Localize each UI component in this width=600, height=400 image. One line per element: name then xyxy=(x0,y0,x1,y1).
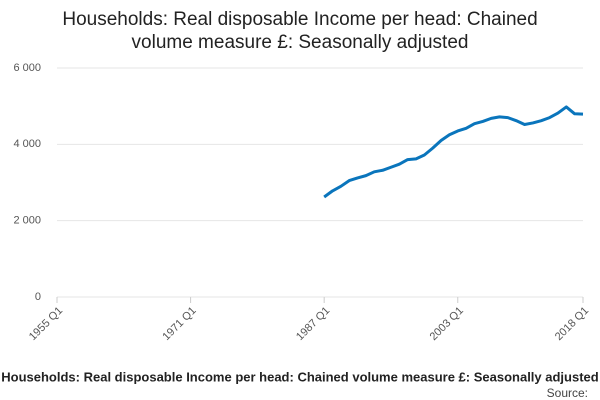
chart-caption: Households: Real disposable Income per h… xyxy=(1,369,599,384)
x-tick-label: 1971 Q1 xyxy=(160,305,198,343)
source: Source: xyxy=(547,386,588,400)
x-tick-label: 2003 Q1 xyxy=(428,305,466,343)
y-tick-label: 4 000 xyxy=(13,138,41,150)
y-tick-label: 6 000 xyxy=(13,62,41,74)
data-line xyxy=(323,105,584,199)
x-tick-label: 1987 Q1 xyxy=(294,305,332,343)
chart-title: Households: Real disposable Income per h… xyxy=(62,9,538,53)
y-tick-label: 0 xyxy=(35,291,41,303)
x-tick-label: 1955 Q1 xyxy=(27,305,65,343)
y-tick-label: 2 000 xyxy=(13,215,41,227)
x-tick-label: 2018 Q1 xyxy=(553,305,591,343)
